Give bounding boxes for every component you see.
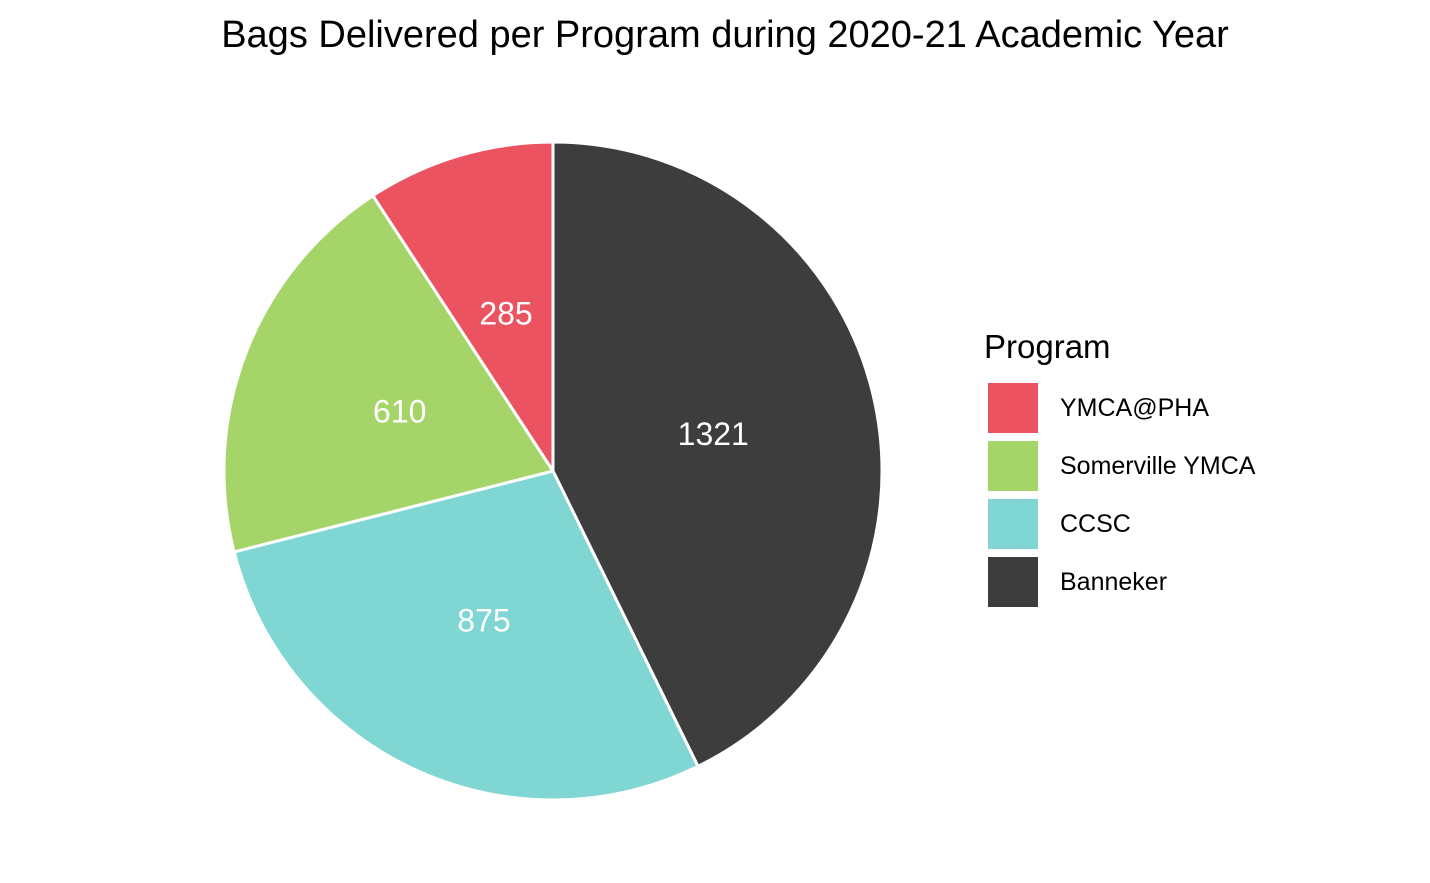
chart-title: Bags Delivered per Program during 2020-2… [221,14,1229,56]
pie-slice-banneker [551,140,884,768]
legend-label: YMCA@PHA [1060,394,1210,422]
pie-slice-labels: 1321 875 610 285 [373,295,749,638]
legend-item-banneker: Banneker [984,553,1314,611]
legend-item-ymca-pha: YMCA@PHA [984,379,1314,437]
legend-label: CCSC [1060,510,1131,538]
legend-title: Program [984,328,1111,365]
slice-value-label: 610 [373,393,426,429]
legend-item-somerville-ymca: Somerville YMCA [984,437,1314,495]
pie-slices [222,140,884,802]
pie-slice-ymca-pha [371,140,555,473]
pie-slice-somerville-ymca [222,194,555,554]
legend: Program YMCA@PHA Somerville YMCA CCSC Ba… [984,327,1314,611]
legend-swatch [988,383,1038,433]
slice-value-label: 1321 [678,416,749,452]
pie-slice-ccsc [232,469,700,802]
legend-swatch [988,557,1038,607]
legend-label: Somerville YMCA [1060,452,1256,480]
legend-label: Banneker [1060,568,1168,596]
slice-value-label: 875 [457,602,510,638]
legend-swatch [988,441,1038,491]
legend-swatch [988,499,1038,549]
slice-value-label: 285 [479,295,532,331]
legend-item-ccsc: CCSC [984,495,1314,553]
